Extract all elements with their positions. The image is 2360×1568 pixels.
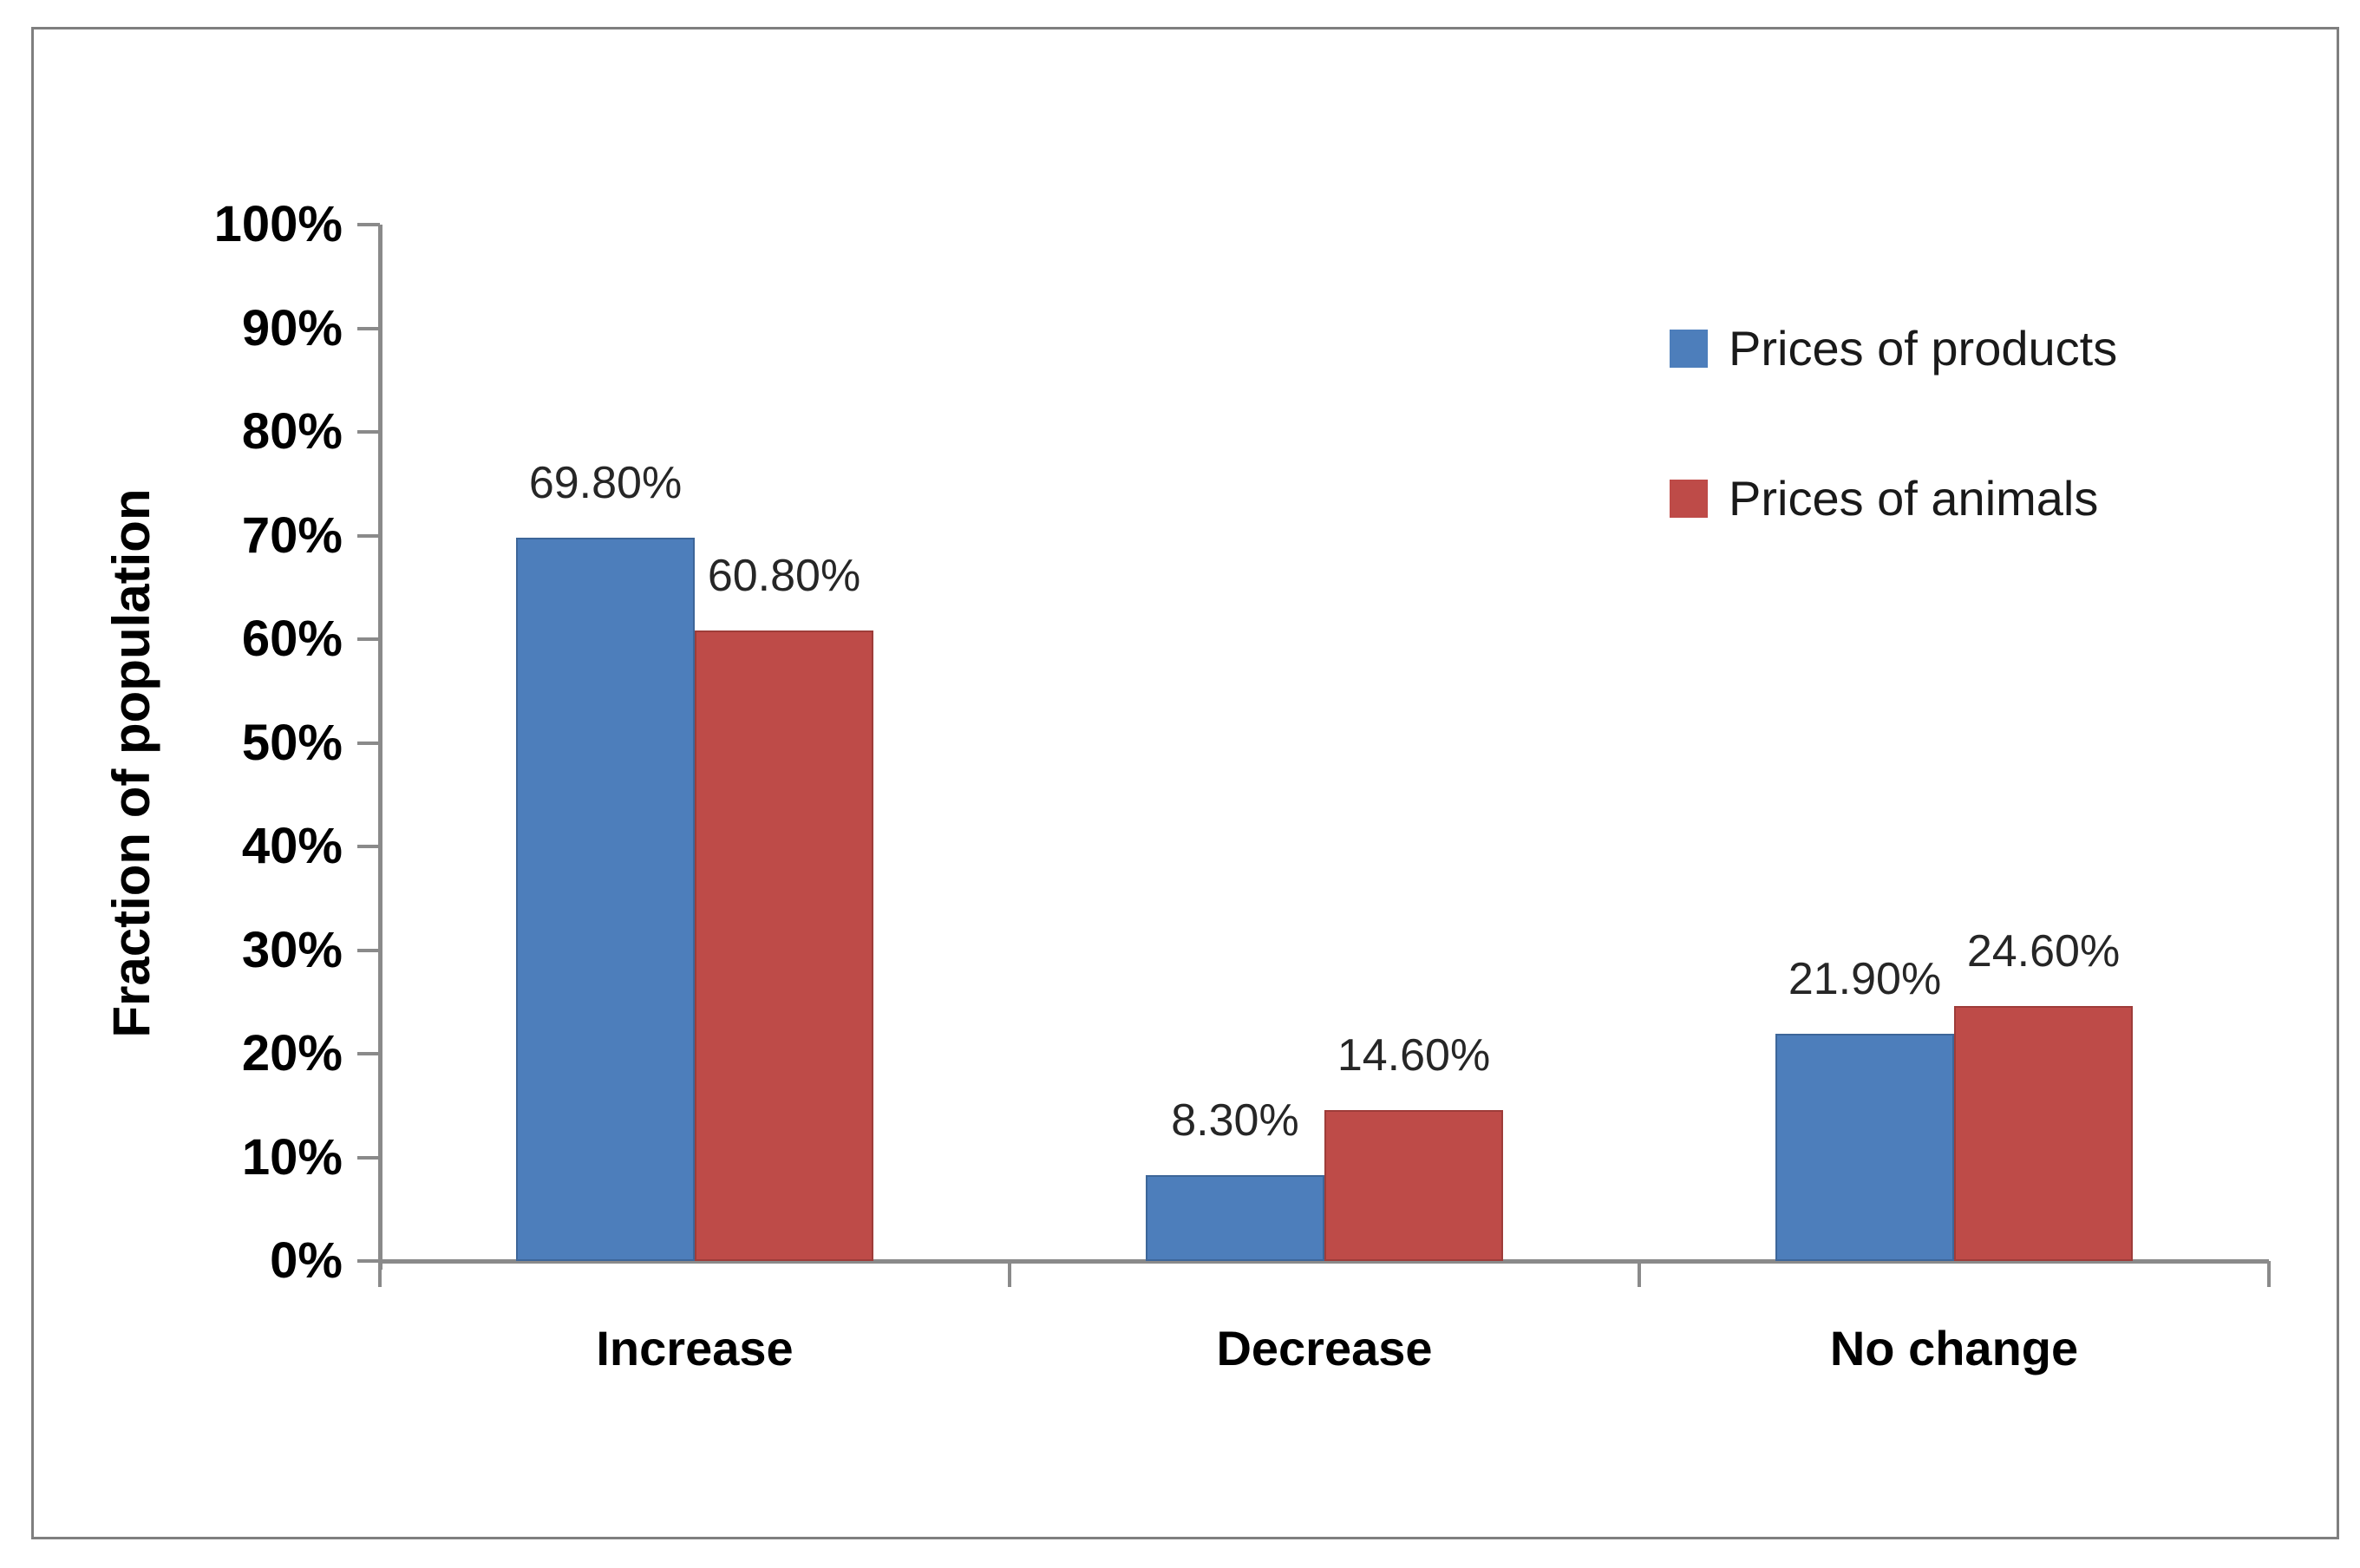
bar-value-label-prices-of-products-decrease: 8.30%: [1171, 1095, 1299, 1146]
y-tick-label: 70%: [241, 507, 343, 564]
bar-value-label-prices-of-animals-no-change: 24.60%: [1966, 926, 2121, 977]
y-tick-label: 40%: [241, 818, 343, 874]
bar-value-label-prices-of-animals-increase: 60.80%: [707, 551, 861, 601]
y-axis-tick: [357, 949, 380, 952]
x-axis-line: [380, 1259, 2269, 1264]
y-axis-tick: [357, 1156, 380, 1160]
figure-border: [31, 27, 2339, 1539]
y-axis-tick: [357, 223, 380, 226]
legend-item-prices-of-products: Prices of products: [1670, 324, 2117, 373]
y-tick-label: 90%: [241, 300, 343, 356]
y-axis-tick: [357, 1259, 380, 1263]
bar-value-label-prices-of-products-increase: 69.80%: [528, 458, 683, 508]
y-axis-tick: [357, 742, 380, 745]
y-axis-tick: [357, 430, 380, 434]
y-tick-label: 100%: [213, 196, 343, 252]
y-axis-tick: [357, 534, 380, 538]
y-axis-line: [378, 225, 382, 1270]
legend-item-prices-of-animals: Prices of animals: [1670, 474, 2117, 523]
y-tick-label: 10%: [241, 1129, 343, 1186]
y-axis-tick: [357, 1052, 380, 1055]
bar-prices-of-animals-increase: [695, 630, 873, 1261]
y-axis-tick: [357, 637, 380, 641]
legend-label-prices-of-animals: Prices of animals: [1729, 471, 2099, 526]
bar-prices-of-products-no-change: [1775, 1034, 1954, 1261]
x-category-label-no-change: No change: [1829, 1321, 2079, 1375]
bar-prices-of-animals-no-change: [1954, 1006, 2133, 1261]
x-category-label-decrease: Decrease: [1216, 1321, 1433, 1375]
x-axis-tick: [378, 1261, 382, 1287]
y-tick-label: 0%: [270, 1232, 343, 1289]
legend: Prices of products Prices of animals: [1670, 324, 2117, 523]
bar-prices-of-products-decrease: [1146, 1175, 1324, 1261]
x-axis-tick: [1638, 1261, 1641, 1287]
x-axis-tick: [1008, 1261, 1011, 1287]
legend-swatch-prices-of-products: [1670, 330, 1708, 368]
y-tick-label: 30%: [241, 922, 343, 978]
legend-label-prices-of-products: Prices of products: [1729, 321, 2118, 376]
y-axis-tick: [357, 327, 380, 330]
x-category-label-increase: Increase: [596, 1321, 794, 1375]
y-tick-label: 20%: [241, 1025, 343, 1081]
y-tick-label: 60%: [241, 611, 343, 667]
legend-swatch-prices-of-animals: [1670, 480, 1708, 518]
x-axis-tick: [2267, 1261, 2271, 1287]
bar-prices-of-animals-decrease: [1324, 1110, 1503, 1261]
y-tick-label: 50%: [241, 715, 343, 771]
y-axis-tick: [357, 845, 380, 848]
bar-value-label-prices-of-products-no-change: 21.90%: [1788, 954, 1942, 1004]
bar-prices-of-products-increase: [516, 538, 695, 1261]
bar-value-label-prices-of-animals-decrease: 14.60%: [1337, 1030, 1491, 1081]
y-tick-label: 80%: [241, 403, 343, 460]
